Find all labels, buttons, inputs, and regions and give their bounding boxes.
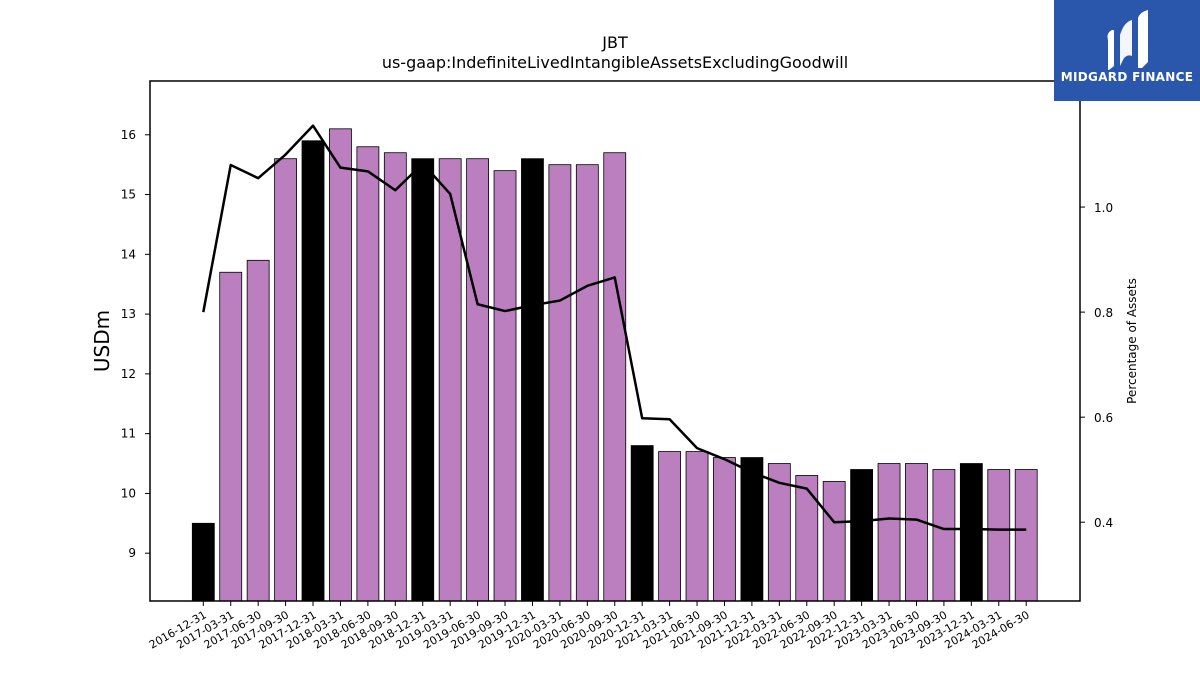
bar-2020-06-30 [575,164,599,602]
bar-2022-12-31 [850,469,874,602]
bar-series [191,128,1038,602]
bar-2024-06-30 [1014,469,1038,602]
bar-2018-12-31 [411,158,435,602]
bar-2022-09-30 [822,481,846,602]
bar-2023-12-31 [959,463,983,602]
x-axis-ticks: 2016-12-312017-03-312017-06-302017-09-30… [147,601,1032,652]
plot-frame [149,80,1081,602]
bar-2018-06-30 [356,146,380,602]
bar-2023-09-30 [932,469,956,602]
bar-2019-12-31 [521,158,544,602]
y2-tick-label: 0.4 [1094,516,1113,530]
y-tick-label: 9 [128,546,136,560]
y-tick-label: 12 [121,367,136,381]
bar-2021-06-30 [685,451,709,602]
percentage-of-assets-line [202,124,1027,531]
bar-2023-03-31 [877,463,901,602]
brand-logo: MIDGARD FINANCE [1054,0,1200,101]
bar-2017-09-30 [274,158,297,602]
bar-2018-03-31 [329,128,352,602]
bar-2018-09-30 [383,152,407,602]
y2-tick-label: 0.6 [1094,411,1113,425]
midgard-logo-icon [1107,10,1148,70]
y-tick-label: 10 [121,486,136,500]
y2-tick-label: 0.8 [1094,306,1113,320]
y-tick-label: 14 [121,247,136,261]
bar-2019-09-30 [493,170,517,602]
y-tick-label: 13 [121,307,136,321]
bar-2023-06-30 [905,463,928,602]
bar-2017-06-30 [246,259,270,602]
chart-subtitle: us-gaap:IndefiniteLivedIntangibleAssetsE… [382,53,848,72]
y-tick-label: 15 [121,188,136,202]
bar-2021-03-31 [658,451,682,602]
bar-2016-12-31 [191,522,215,602]
y-tick-label: 11 [121,427,136,441]
bar-2020-09-30 [603,152,627,602]
y2-axis-label: Percentage of Assets [1125,278,1139,404]
bar-2021-12-31 [740,457,764,602]
bar-2019-06-30 [466,158,490,602]
y-tick-label: 16 [121,128,136,142]
bar-2020-12-31 [630,445,654,602]
bar-2017-12-31 [301,140,325,602]
y2-tick-label: 1.0 [1094,201,1113,215]
bar-2021-09-30 [713,457,736,602]
y2-axis-ticks: 0.4 0.6 0.8 1.0 [1080,201,1113,530]
y-axis-ticks: 9 10 11 12 13 14 15 16 [121,128,150,560]
y-axis-label: USDm [90,310,114,372]
bar-2017-03-31 [219,271,243,602]
bar-2022-06-30 [795,475,819,602]
line-series [202,124,1027,531]
chart-title: JBT [601,33,628,52]
bar-2024-03-31 [987,469,1011,602]
brand-name: MIDGARD FINANCE [1060,70,1194,84]
bar-2020-03-31 [548,164,572,602]
